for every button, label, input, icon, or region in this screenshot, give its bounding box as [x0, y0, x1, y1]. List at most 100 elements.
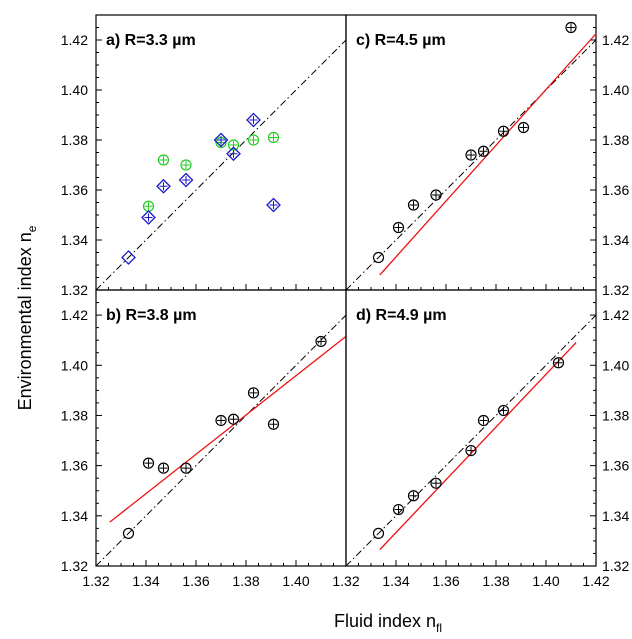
diagonal-line-b	[95, 314, 347, 567]
circle-marker	[565, 21, 577, 34]
y-tick-label-a: 1.32	[61, 282, 88, 298]
y-tick-label-b: 1.42	[61, 307, 88, 323]
data-point-b	[247, 387, 260, 399]
circle-marker	[157, 462, 170, 474]
y-tick-label-a: 1.42	[61, 32, 88, 48]
y-tick-label-b: 1.34	[61, 508, 88, 524]
y-tick-label-c: 1.42	[602, 32, 629, 48]
y-tick-label-a: 1.38	[61, 132, 88, 148]
circle-marker	[430, 189, 442, 201]
circle-marker	[465, 149, 477, 161]
circle-marker	[122, 527, 135, 539]
y-tick-label-c: 1.32	[602, 282, 629, 298]
circle-marker	[497, 404, 510, 417]
panel-b: 1.32 1.34 1.36 1.38 1.40 1.42 1.32 1.34 1.36 1.38…	[61, 289, 347, 589]
circle-marker	[247, 134, 260, 146]
data-point-b	[315, 335, 327, 348]
data-point-a	[141, 210, 156, 225]
y-tick-label-c: 1.36	[602, 182, 629, 198]
y-tick-label-d: 1.32	[602, 558, 629, 574]
circle-marker	[372, 527, 385, 539]
data-point-c	[407, 199, 420, 211]
diamond-marker	[226, 146, 241, 162]
circle-marker	[552, 357, 565, 369]
diamond-marker	[141, 210, 156, 225]
circle-marker	[497, 125, 510, 137]
y-tick-label-b: 1.36	[61, 458, 88, 474]
data-point-c	[392, 221, 405, 234]
circle-marker	[477, 145, 490, 157]
y-tick-label-b: 1.32	[61, 558, 88, 574]
diamond-marker	[246, 112, 261, 128]
circle-marker	[477, 414, 490, 427]
y-tick-label-d: 1.40	[602, 357, 629, 373]
diamond-marker	[121, 250, 136, 265]
circle-marker	[267, 418, 280, 430]
data-point-a	[266, 197, 281, 213]
data-point-b	[142, 457, 155, 469]
data-point-d	[477, 414, 490, 427]
data-point-d	[552, 357, 565, 369]
x-tick-label-b: 1.40	[282, 573, 309, 589]
y-tick-label-a: 1.40	[61, 82, 88, 98]
y-tick-label-d: 1.42	[602, 307, 629, 323]
panel-title-c: c) R=4.5 µm	[356, 32, 446, 49]
data-point-a	[227, 139, 240, 151]
data-point-c	[565, 21, 577, 34]
data-point-b	[180, 462, 192, 474]
panels-group: 1.321.341.361.381.401.42 a) R=3.3 µm1.321…	[61, 14, 629, 589]
panel-a: 1.32 1.34 1.36 1.38 1.40 1.42 a) R=3.3 µm	[61, 14, 347, 298]
circle-marker	[392, 221, 405, 234]
data-point-b	[215, 414, 227, 427]
data-point-d	[465, 444, 477, 457]
data-point-b	[227, 413, 240, 425]
x-tick-label-b: 1.36	[182, 573, 209, 589]
y-tick-label-c: 1.40	[602, 82, 629, 98]
data-point-a	[178, 172, 194, 188]
diagonal-line-a	[95, 39, 347, 291]
y-tick-label-c: 1.34	[602, 232, 629, 248]
data-point-a	[157, 154, 170, 166]
circle-marker	[392, 503, 405, 516]
x-tick-label-d: 1.38	[482, 573, 509, 589]
circle-marker	[372, 251, 385, 264]
circle-marker	[142, 457, 155, 469]
panel-c: 1.32 1.34 1.36 1.38 1.40 1.42 c) R=4.5 µm	[345, 14, 629, 298]
circle-marker	[180, 159, 192, 171]
y-tick-label-d: 1.38	[602, 407, 629, 423]
data-point-b	[122, 527, 135, 539]
data-point-a	[213, 132, 229, 148]
fit-line-b	[109, 335, 347, 523]
x-tick-label-d: 1.40	[532, 573, 559, 589]
data-point-a	[142, 200, 155, 212]
panel-title-b: b) R=3.8 µm	[106, 307, 197, 324]
panel-title-a: a) R=3.3 µm	[106, 32, 196, 49]
x-tick-label-d: 1.42	[582, 573, 609, 589]
circle-marker	[407, 490, 420, 502]
diamond-marker	[178, 172, 194, 188]
data-point-a	[156, 178, 171, 194]
circle-marker	[430, 477, 442, 489]
panel-frame-b	[95, 289, 347, 567]
y-tick-label-a: 1.34	[61, 232, 88, 248]
data-point-c	[465, 149, 477, 161]
data-point-d	[407, 490, 420, 502]
y-tick-label-d: 1.34	[602, 508, 629, 524]
panel-title-d: d) R=4.9 µm	[356, 307, 447, 324]
circle-marker	[407, 199, 420, 211]
panel-d: 1.321.341.361.381.401.421.32 1.34 1.36 1.38…	[332, 289, 629, 589]
data-point-d	[392, 503, 405, 516]
data-point-a	[267, 131, 280, 144]
y-tick-label-a: 1.36	[61, 182, 88, 198]
circle-marker	[267, 131, 280, 144]
data-point-a	[226, 146, 241, 162]
circle-marker	[247, 387, 260, 399]
y-tick-label-b: 1.40	[61, 357, 88, 373]
circle-marker	[215, 414, 227, 427]
circle-marker	[465, 444, 477, 457]
circle-marker	[180, 462, 192, 474]
data-point-c	[477, 145, 490, 157]
diagonal-line-c	[345, 39, 597, 291]
y-tick-label-b: 1.38	[61, 407, 88, 423]
